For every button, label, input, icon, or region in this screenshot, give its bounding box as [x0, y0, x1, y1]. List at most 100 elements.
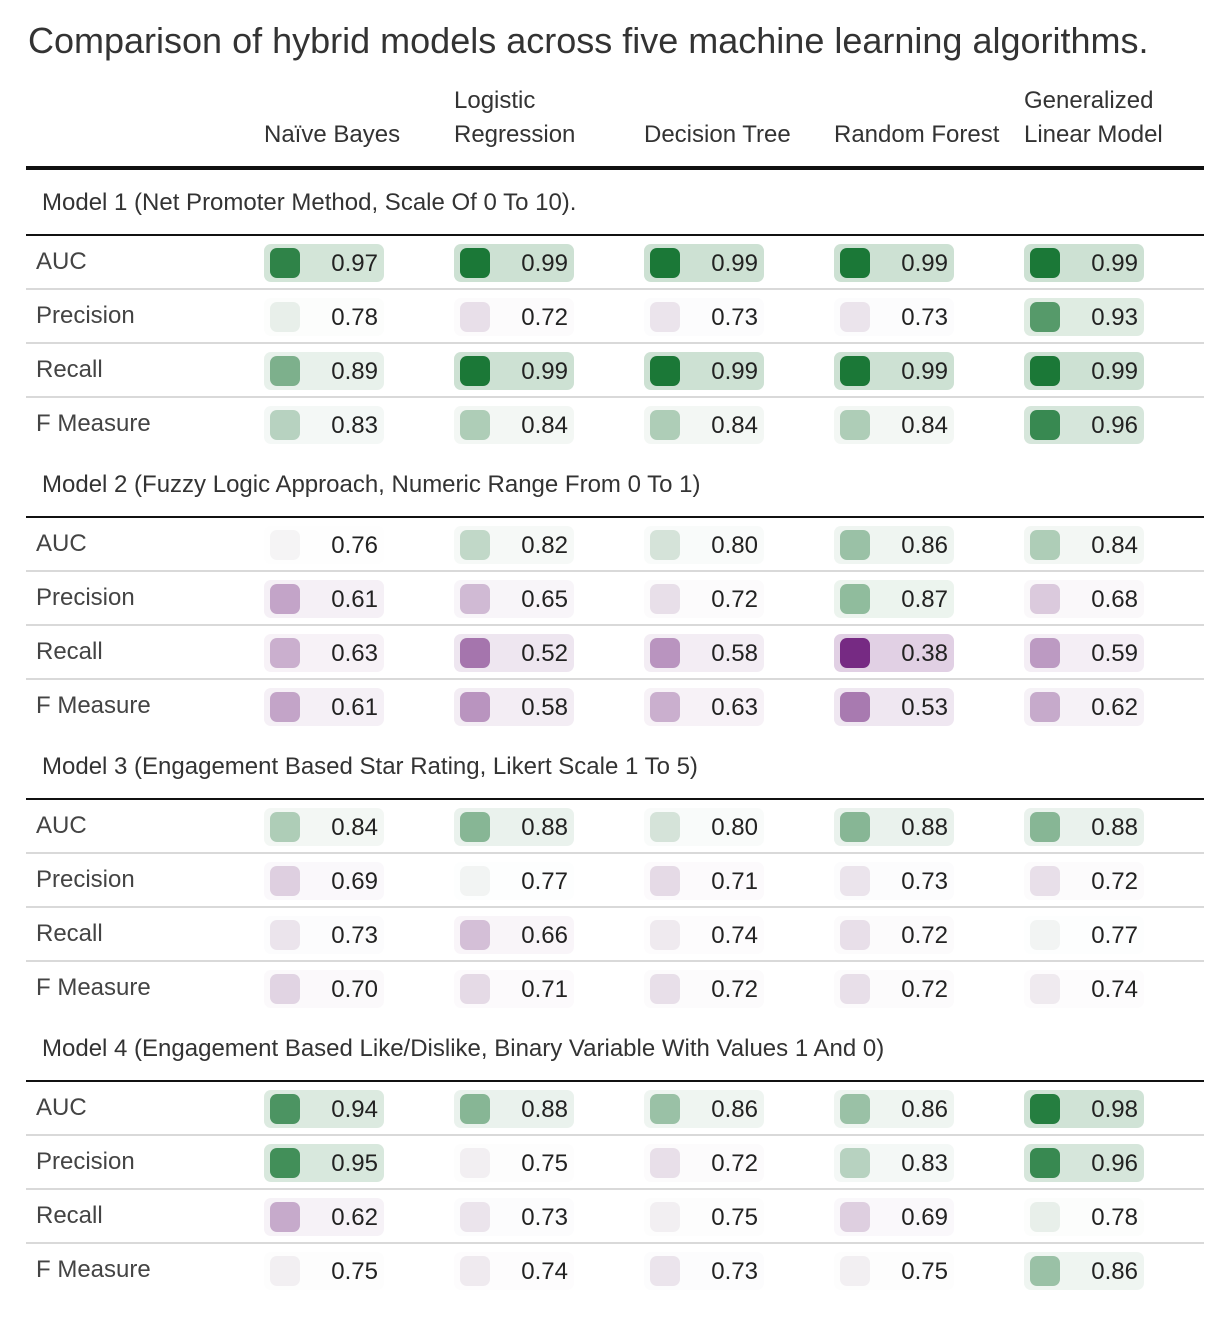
color-swatch: [650, 692, 680, 722]
cell-value: 0.95: [331, 1150, 378, 1177]
column-header: Decision Tree: [644, 118, 791, 152]
value-cell: 0.88: [1024, 808, 1144, 846]
color-swatch: [460, 1256, 490, 1286]
cell-value: 0.99: [1091, 250, 1138, 277]
color-swatch: [270, 584, 300, 614]
color-swatch: [1030, 248, 1060, 278]
cell-value: 0.99: [711, 358, 758, 385]
cell-value: 0.53: [901, 694, 948, 721]
value-cell: 0.62: [1024, 688, 1144, 726]
color-swatch: [460, 1148, 490, 1178]
column-header-line: Random Forest: [834, 121, 1000, 148]
cell-value: 0.73: [711, 1258, 758, 1285]
model-group: Model 2 (Fuzzy Logic Approach, Numeric R…: [26, 452, 1204, 734]
value-cell: 0.58: [644, 634, 764, 672]
color-swatch: [460, 530, 490, 560]
color-swatch: [840, 638, 870, 668]
value-cell: 0.53: [834, 688, 954, 726]
model-group: Model 3 (Engagement Based Star Rating, L…: [26, 734, 1204, 1016]
value-cell: 0.73: [264, 916, 384, 954]
value-cell: 0.75: [264, 1252, 384, 1290]
value-cell: 0.99: [1024, 352, 1144, 390]
model-group: Model 4 (Engagement Based Like/Dislike, …: [26, 1016, 1204, 1298]
value-cell: 0.77: [454, 862, 574, 900]
cell-value: 0.62: [1091, 694, 1138, 721]
table-row: Precision 0.78 0.72 0.73 0.73 0.93: [26, 290, 1204, 344]
column-header: Naïve Bayes: [264, 118, 400, 152]
color-swatch: [270, 1202, 300, 1232]
color-swatch: [270, 866, 300, 896]
color-swatch: [1030, 1202, 1060, 1232]
column-header-line: Decision Tree: [644, 121, 791, 148]
cell-value: 0.84: [901, 412, 948, 439]
color-swatch: [650, 356, 680, 386]
color-swatch: [460, 638, 490, 668]
color-swatch: [270, 638, 300, 668]
value-cell: 0.52: [454, 634, 574, 672]
color-swatch: [840, 410, 870, 440]
cell-value: 0.83: [901, 1150, 948, 1177]
value-cell: 0.71: [454, 970, 574, 1008]
metric-label: Recall: [36, 1202, 103, 1229]
cell-value: 0.89: [331, 358, 378, 385]
value-cell: 0.99: [834, 352, 954, 390]
cell-value: 0.59: [1091, 640, 1138, 667]
metric-label: AUC: [36, 248, 87, 275]
cell-value: 0.58: [711, 640, 758, 667]
cell-value: 0.88: [901, 814, 948, 841]
value-cell: 0.74: [644, 916, 764, 954]
value-cell: 0.71: [644, 862, 764, 900]
cell-value: 0.99: [901, 250, 948, 277]
model-group: Model 1 (Net Promoter Method, Scale Of 0…: [26, 170, 1204, 452]
table-row: F Measure 0.83 0.84 0.84 0.84 0.96: [26, 398, 1204, 452]
cell-value: 0.84: [711, 412, 758, 439]
value-cell: 0.83: [834, 1144, 954, 1182]
cell-value: 0.87: [901, 586, 948, 613]
table-row: Precision 0.61 0.65 0.72 0.87 0.68: [26, 572, 1204, 626]
cell-value: 0.78: [1091, 1204, 1138, 1231]
column-header-line: Logistic: [454, 87, 536, 114]
cell-value: 0.80: [711, 532, 758, 559]
value-cell: 0.78: [264, 298, 384, 336]
color-swatch: [270, 1256, 300, 1286]
value-cell: 0.58: [454, 688, 574, 726]
cell-value: 0.74: [711, 922, 758, 949]
value-cell: 0.84: [264, 808, 384, 846]
cell-value: 0.73: [331, 922, 378, 949]
cell-value: 0.52: [521, 640, 568, 667]
table-row: F Measure 0.61 0.58 0.63 0.53 0.62: [26, 680, 1204, 734]
results-table: Naïve Bayes Logistic Regression Decision Tr…: [26, 86, 1204, 1298]
color-swatch: [840, 356, 870, 386]
value-cell: 0.84: [834, 406, 954, 444]
cell-value: 0.96: [1091, 1150, 1138, 1177]
cell-value: 0.83: [331, 412, 378, 439]
value-cell: 0.62: [264, 1198, 384, 1236]
color-swatch: [840, 812, 870, 842]
column-header-line: Generalized: [1024, 87, 1154, 114]
value-cell: 0.84: [1024, 526, 1144, 564]
value-cell: 0.88: [834, 808, 954, 846]
color-swatch: [460, 692, 490, 722]
color-swatch: [460, 1202, 490, 1232]
cell-value: 0.70: [331, 976, 378, 1003]
value-cell: 0.86: [1024, 1252, 1144, 1290]
metric-label: AUC: [36, 1094, 87, 1121]
value-cell: 0.65: [454, 580, 574, 618]
value-cell: 0.89: [264, 352, 384, 390]
cell-value: 0.88: [521, 814, 568, 841]
color-swatch: [1030, 920, 1060, 950]
group-title: Model 4 (Engagement Based Like/Dislike, …: [26, 1016, 1204, 1082]
cell-value: 0.99: [521, 250, 568, 277]
color-swatch: [460, 974, 490, 1004]
table-row: Recall 0.63 0.52 0.58 0.38 0.59: [26, 626, 1204, 680]
value-cell: 0.78: [1024, 1198, 1144, 1236]
color-swatch: [1030, 692, 1060, 722]
color-swatch: [1030, 1094, 1060, 1124]
value-cell: 0.96: [1024, 406, 1144, 444]
color-swatch: [840, 530, 870, 560]
color-swatch: [650, 1256, 680, 1286]
cell-value: 0.99: [711, 250, 758, 277]
table-row: F Measure 0.75 0.74 0.73 0.75 0.86: [26, 1244, 1204, 1298]
cell-value: 0.88: [521, 1096, 568, 1123]
color-swatch: [840, 692, 870, 722]
